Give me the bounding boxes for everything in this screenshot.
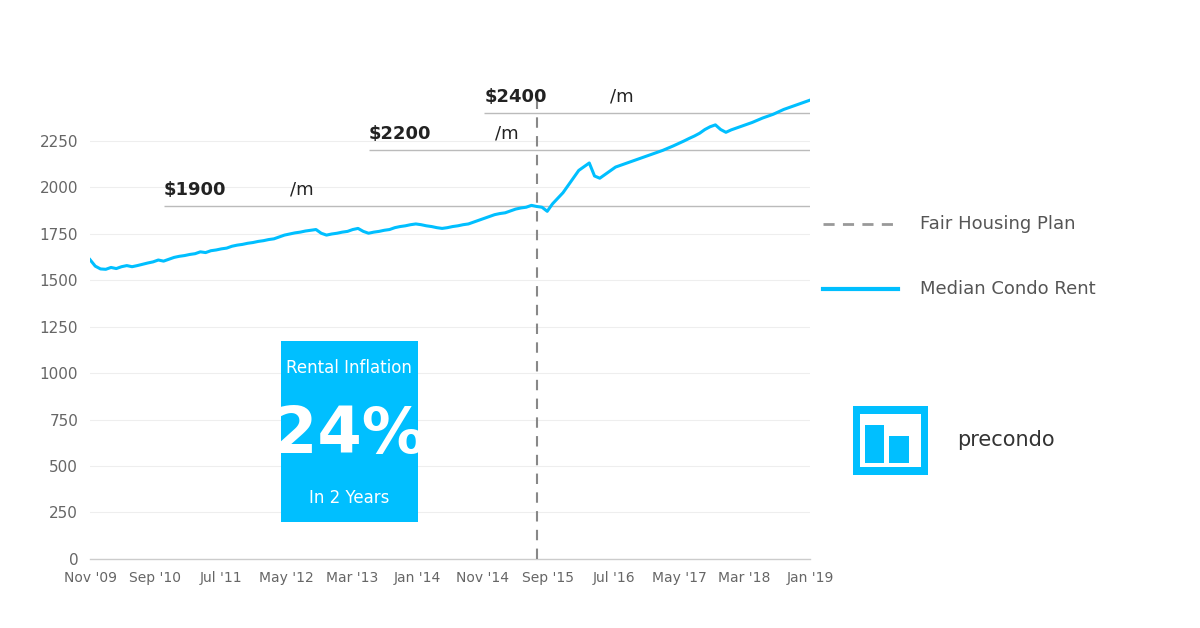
- Text: 24%: 24%: [272, 404, 426, 466]
- FancyBboxPatch shape: [865, 425, 884, 463]
- Text: /m: /m: [611, 88, 634, 106]
- Text: /m: /m: [494, 125, 518, 143]
- Text: Rental Inflation: Rental Inflation: [287, 359, 412, 377]
- FancyBboxPatch shape: [860, 414, 920, 467]
- FancyBboxPatch shape: [281, 340, 418, 522]
- Text: /m: /m: [289, 181, 313, 198]
- Text: $1900: $1900: [163, 181, 226, 198]
- Text: $2400: $2400: [484, 88, 547, 106]
- Text: precondo: precondo: [958, 430, 1055, 450]
- Text: Toronto Median Condo Rent: Toronto Median Condo Rent: [24, 21, 392, 45]
- Text: Fair Housing Plan: Fair Housing Plan: [920, 215, 1075, 234]
- Text: Median Condo Rent: Median Condo Rent: [920, 280, 1096, 298]
- FancyBboxPatch shape: [889, 436, 908, 463]
- Text: $2200: $2200: [368, 125, 431, 143]
- FancyBboxPatch shape: [853, 406, 928, 475]
- Text: In 2 Years: In 2 Years: [310, 489, 389, 507]
